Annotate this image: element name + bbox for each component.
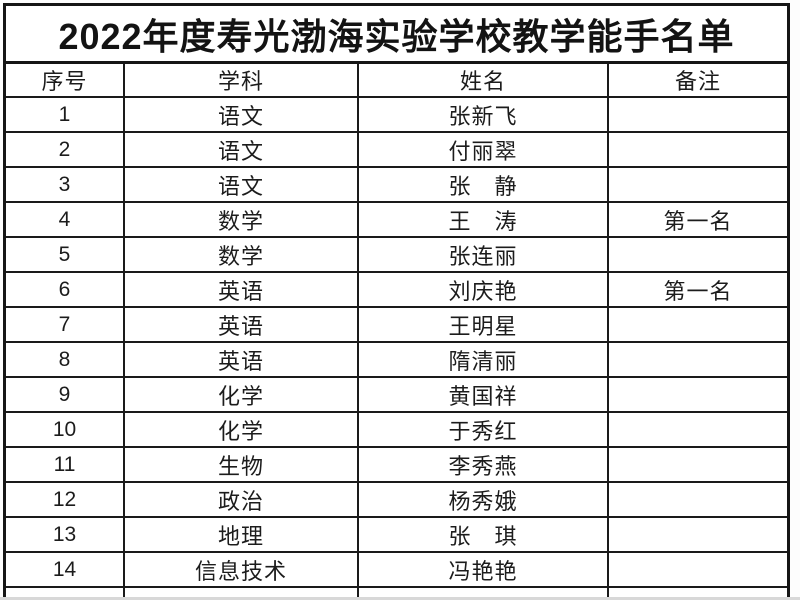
cell-subject: 数学	[123, 236, 359, 273]
page-title: 2022年度寿光渤海实验学校教学能手名单	[6, 6, 787, 64]
col-header-seq: 序号	[6, 64, 125, 98]
col-header-remark: 备注	[607, 64, 787, 98]
award-list-document: 2022年度寿光渤海实验学校教学能手名单 序号 学科 姓名 备注 1 语文 张新…	[3, 3, 790, 600]
cell-seq: 3	[6, 166, 125, 203]
table-row: 13 地理 张 琪	[6, 516, 787, 553]
cell-remark	[607, 131, 787, 168]
cell-name: 冯艳艳	[357, 551, 609, 588]
cell-remark: 第一名	[607, 271, 787, 308]
cell-remark	[607, 446, 787, 483]
table-row: 5 数学 张连丽	[6, 236, 787, 273]
table-row: 10 化学 于秀红	[6, 411, 787, 448]
cell-subject: 数学	[123, 201, 359, 238]
cell-remark	[607, 96, 787, 133]
cell-name: 张 琪	[357, 516, 609, 553]
cell-subject: 信息技术	[123, 551, 359, 588]
cell-remark	[607, 411, 787, 448]
photo-bottom-edge	[0, 597, 800, 600]
cell-remark	[607, 306, 787, 343]
cell-seq: 2	[6, 131, 125, 168]
table-row: 7 英语 王明星	[6, 306, 787, 343]
cell-seq: 6	[6, 271, 125, 308]
cell-subject: 英语	[123, 306, 359, 343]
cell-subject: 生物	[123, 446, 359, 483]
cell-seq: 9	[6, 376, 125, 413]
cell-remark	[607, 341, 787, 378]
partial-cell	[607, 586, 787, 600]
partial-cell	[357, 586, 609, 600]
cell-remark	[607, 166, 787, 203]
cell-seq: 7	[6, 306, 125, 343]
cell-name: 于秀红	[357, 411, 609, 448]
cell-name: 黄国祥	[357, 376, 609, 413]
table-row: 3 语文 张 静	[6, 166, 787, 203]
partial-cell	[123, 586, 359, 600]
cell-seq: 13	[6, 516, 125, 553]
cell-name: 张连丽	[357, 236, 609, 273]
cell-name: 刘庆艳	[357, 271, 609, 308]
table-row: 8 英语 隋清丽	[6, 341, 787, 378]
cell-seq: 12	[6, 481, 125, 518]
partial-row	[6, 586, 787, 600]
cell-name: 隋清丽	[357, 341, 609, 378]
cell-seq: 10	[6, 411, 125, 448]
table-row: 14 信息技术 冯艳艳	[6, 551, 787, 588]
cell-name: 张新飞	[357, 96, 609, 133]
cell-name: 王明星	[357, 306, 609, 343]
awards-table: 序号 学科 姓名 备注 1 语文 张新飞 2 语文 付丽翠 3 语文 张 静 4…	[6, 64, 787, 600]
table-row: 6 英语 刘庆艳 第一名	[6, 271, 787, 308]
partial-cell	[6, 586, 125, 600]
cell-seq: 5	[6, 236, 125, 273]
table-row: 12 政治 杨秀娥	[6, 481, 787, 518]
cell-subject: 语文	[123, 96, 359, 133]
cell-seq: 4	[6, 201, 125, 238]
cell-name: 付丽翠	[357, 131, 609, 168]
cell-subject: 语文	[123, 131, 359, 168]
cell-name: 杨秀娥	[357, 481, 609, 518]
cell-remark	[607, 481, 787, 518]
cell-subject: 英语	[123, 271, 359, 308]
cell-name: 王 涛	[357, 201, 609, 238]
cell-name: 李秀燕	[357, 446, 609, 483]
table-row: 1 语文 张新飞	[6, 96, 787, 133]
cell-remark	[607, 551, 787, 588]
cell-remark: 第一名	[607, 201, 787, 238]
table-row: 11 生物 李秀燕	[6, 446, 787, 483]
cell-seq: 14	[6, 551, 125, 588]
table-body: 1 语文 张新飞 2 语文 付丽翠 3 语文 张 静 4 数学 王 涛 第一名 …	[6, 96, 787, 600]
table-row: 2 语文 付丽翠	[6, 131, 787, 168]
cell-seq: 8	[6, 341, 125, 378]
cell-remark	[607, 516, 787, 553]
cell-subject: 化学	[123, 411, 359, 448]
cell-seq: 11	[6, 446, 125, 483]
cell-remark	[607, 236, 787, 273]
cell-subject: 地理	[123, 516, 359, 553]
cell-subject: 政治	[123, 481, 359, 518]
cell-subject: 英语	[123, 341, 359, 378]
cell-subject: 语文	[123, 166, 359, 203]
table-row: 4 数学 王 涛 第一名	[6, 201, 787, 238]
col-header-subject: 学科	[123, 64, 359, 98]
cell-subject: 化学	[123, 376, 359, 413]
cell-seq: 1	[6, 96, 125, 133]
header-row: 序号 学科 姓名 备注	[6, 64, 787, 98]
cell-remark	[607, 376, 787, 413]
col-header-name: 姓名	[357, 64, 609, 98]
table-row: 9 化学 黄国祥	[6, 376, 787, 413]
cell-name: 张 静	[357, 166, 609, 203]
